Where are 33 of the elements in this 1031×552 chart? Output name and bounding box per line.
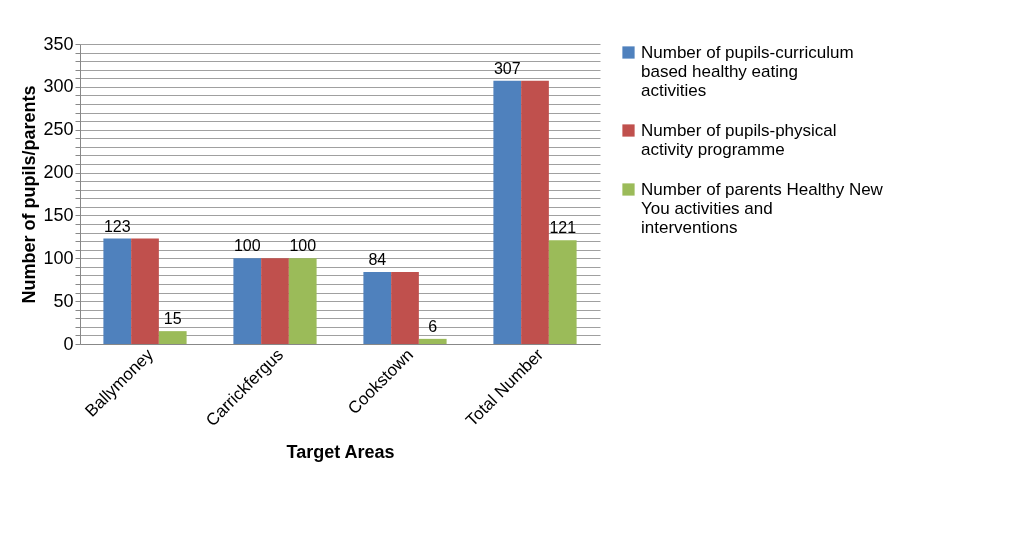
bar [391,272,419,344]
x-axis-title: Target Areas [286,442,395,463]
legend-label: Number of pupils-physical activity programme [641,120,837,159]
data-label: 100 [289,237,317,255]
bar [261,258,289,344]
bar [131,238,159,344]
bar [493,80,522,344]
bar [363,272,392,344]
y-tick-label: 200 [43,162,74,183]
data-label: 123 [103,217,131,235]
y-tick-label: 0 [63,333,74,354]
y-tick-label: 50 [53,290,74,311]
bar [548,240,577,344]
y-tick-label: 250 [43,119,74,140]
data-label: 307 [493,59,521,77]
legend-label: Number of parents Healthy New You activities and interventions [641,179,884,237]
data-label: 121 [549,219,577,237]
bar [288,258,317,344]
bar [418,338,447,344]
data-label: 15 [163,310,182,328]
data-label: 84 [368,251,387,268]
y-tick-label: 100 [43,247,74,268]
data-label: 100 [233,237,261,255]
legend-label: Number of pupils-curriculum based healthy eating activities [641,42,854,100]
y-tick-label: 350 [43,33,74,54]
y-tick-label: 150 [43,204,74,225]
bar [521,80,549,344]
bar [158,331,187,344]
y-tick-label: 300 [43,76,74,97]
data-label: 6 [428,317,438,335]
bar [103,238,132,344]
bar [233,258,262,344]
y-axis-title: Number of pupils/parents [19,85,40,304]
